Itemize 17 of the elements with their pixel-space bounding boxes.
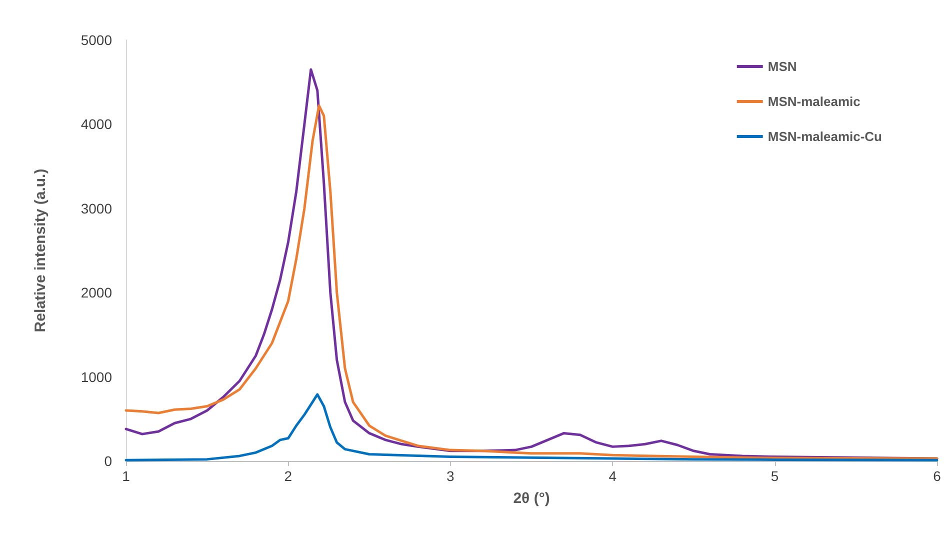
legend-label: MSN-maleamic — [768, 94, 860, 109]
y-tick-label: 1000 — [80, 368, 112, 385]
x-tick-label: 1 — [122, 468, 130, 484]
x-tick-label: 2 — [284, 468, 292, 484]
x-tick-label: 5 — [770, 468, 779, 484]
legend-label: MSN — [768, 59, 797, 74]
y-tick-label: 2000 — [80, 284, 112, 301]
x-tick-label: 3 — [446, 468, 454, 484]
y-tick-label: 4000 — [80, 116, 112, 132]
legend-label: MSN-maleamic-Cu — [768, 129, 882, 144]
x-axis-title: 2θ (°) — [513, 490, 550, 507]
y-tick-label: 5000 — [80, 32, 112, 48]
x-tick-label: 6 — [933, 468, 942, 484]
x-tick-label: 4 — [608, 468, 617, 484]
y-tick-label: 3000 — [80, 200, 112, 216]
y-axis-title: Relative intensity (a.u.) — [32, 168, 49, 332]
y-tick-label: 0 — [104, 453, 112, 469]
